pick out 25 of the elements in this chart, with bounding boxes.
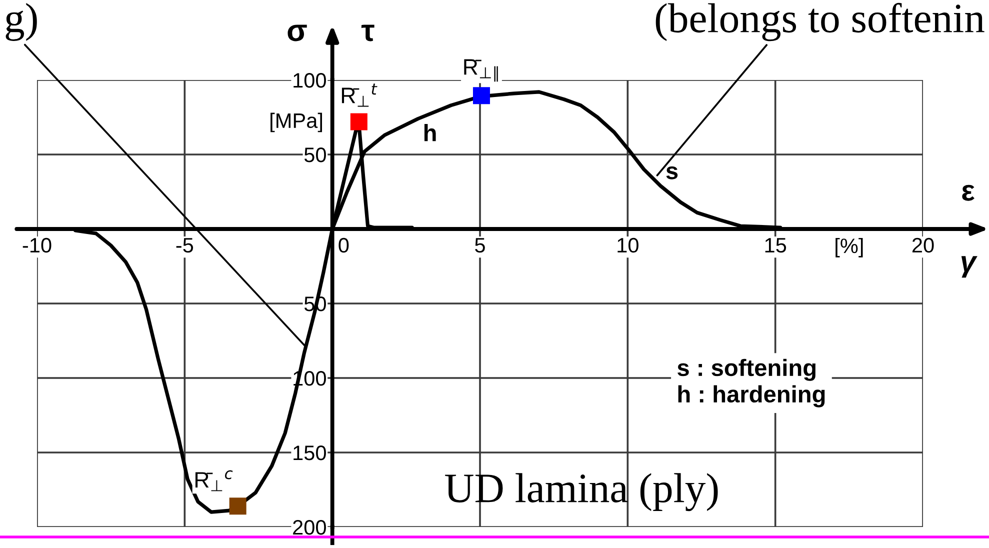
annotation: g) — [6, 3, 37, 41]
x-tick-label: 0 — [338, 238, 349, 253]
annotation: s : softening h : hardening — [678, 358, 825, 408]
series-label: R̄$_{⊥∥}$ — [464, 59, 498, 82]
annotation: s — [666, 166, 678, 180]
text: ε — [962, 184, 974, 201]
x-tick-label: 10 — [618, 238, 638, 253]
y-tick-label: 100 — [294, 73, 326, 88]
text: γ — [961, 256, 978, 278]
x-tick-label: 15 — [765, 238, 786, 253]
y-axis-title: [MPa] — [270, 112, 322, 132]
x-tick-label: 5 — [475, 238, 485, 253]
text: σ — [288, 24, 307, 42]
annotation: h — [424, 124, 436, 142]
text: τ — [361, 24, 374, 42]
series-label: R̄$_{⊥}$$^{c}$ — [195, 470, 233, 492]
annotation: (belongs to softenin — [656, 2, 984, 42]
y-tick-label: 150 — [294, 446, 326, 460]
x-tick-label: -10 — [22, 238, 52, 253]
x-tick-label: 20 — [912, 238, 934, 253]
y-tick-label: 200 — [293, 520, 326, 535]
x-axis-title: [%] — [836, 238, 863, 258]
y-tick-label: 50 — [304, 148, 326, 162]
x-tick-label: -5 — [176, 238, 194, 253]
series-label: R̄$_{⊥}$$^{t}$ — [342, 84, 378, 107]
